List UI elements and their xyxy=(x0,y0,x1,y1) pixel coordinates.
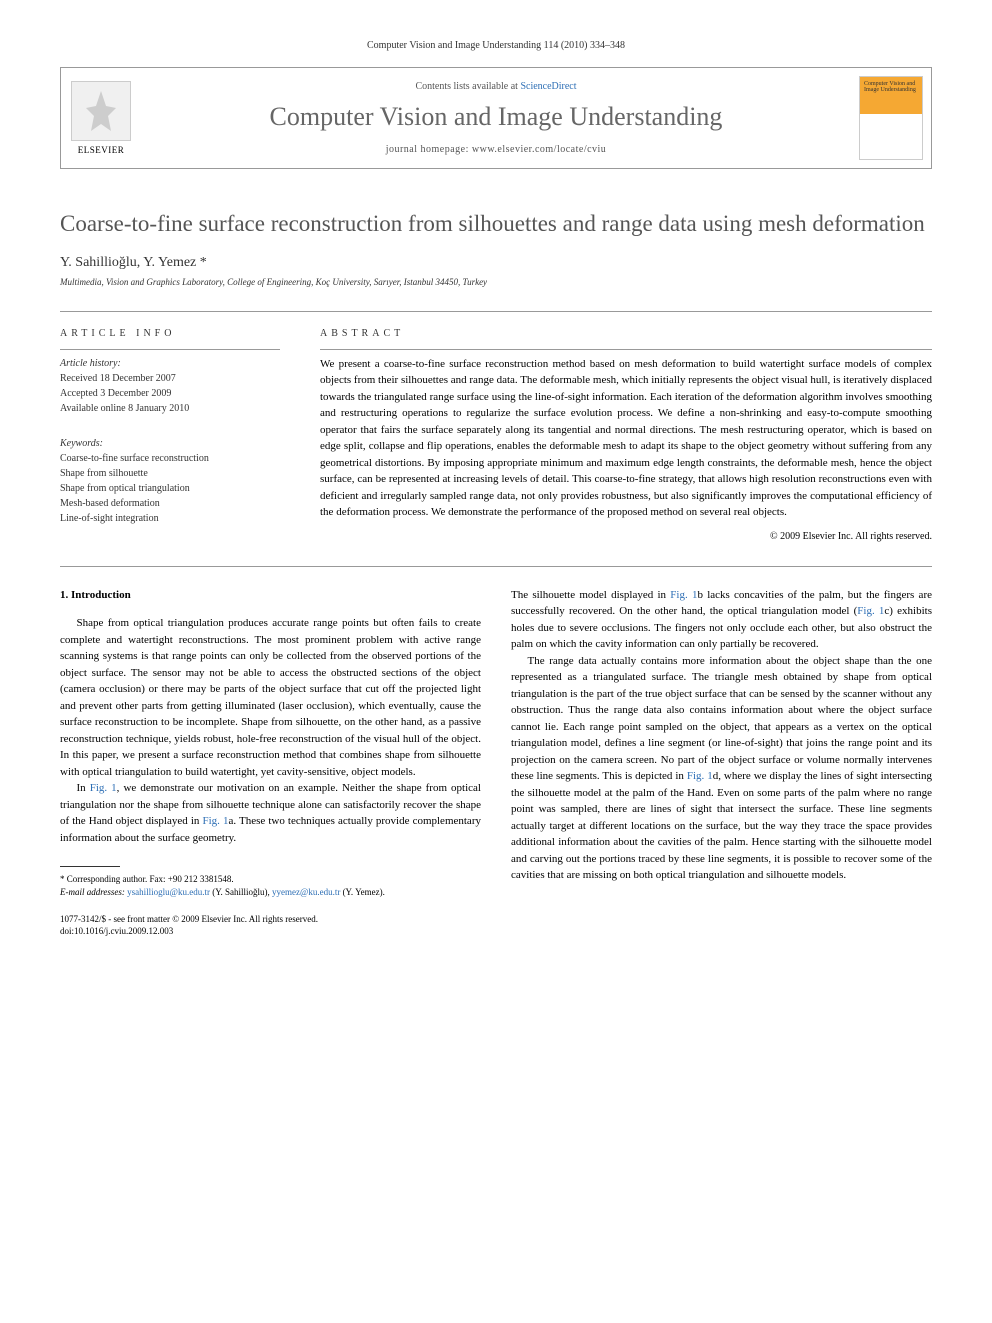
elsevier-tree-icon xyxy=(71,81,131,141)
keyword: Shape from silhouette xyxy=(60,466,280,481)
contents-available-line: Contents lists available at ScienceDirec… xyxy=(153,81,839,92)
article-info-head: ARTICLE INFO xyxy=(60,328,280,339)
email-link[interactable]: ysahillioglu@ku.edu.tr xyxy=(127,887,210,897)
journal-homepage: journal homepage: www.elsevier.com/locat… xyxy=(153,144,839,155)
history-accepted: Accepted 3 December 2009 xyxy=(60,386,280,401)
keyword: Line-of-sight integration xyxy=(60,511,280,526)
column-left: 1. Introduction Shape from optical trian… xyxy=(60,587,481,938)
article-history: Article history: Received 18 December 20… xyxy=(60,349,280,416)
history-received: Received 18 December 2007 xyxy=(60,371,280,386)
history-label: Article history: xyxy=(60,356,280,371)
homepage-prefix: journal homepage: xyxy=(386,144,472,155)
intro-para-4: The range data actually contains more in… xyxy=(511,653,932,884)
contents-prefix: Contents lists available at xyxy=(415,81,520,92)
publisher-name: ELSEVIER xyxy=(78,145,125,155)
fig-ref[interactable]: Fig. 1 xyxy=(857,605,884,617)
running-head: Computer Vision and Image Understanding … xyxy=(60,40,932,51)
doi-line: doi:10.1016/j.cviu.2009.12.003 xyxy=(60,925,481,938)
email-label: E-mail addresses: xyxy=(60,887,127,897)
intro-para-2: In Fig. 1, we demonstrate our motivation… xyxy=(60,780,481,846)
footnote-separator xyxy=(60,866,120,867)
abstract-head: ABSTRACT xyxy=(320,328,932,339)
fig-ref[interactable]: Fig. 1 xyxy=(90,782,117,794)
intro-para-3: The silhouette model displayed in Fig. 1… xyxy=(511,587,932,653)
fig-ref[interactable]: Fig. 1 xyxy=(202,815,228,827)
journal-header: ELSEVIER Contents lists available at Sci… xyxy=(60,67,932,169)
keyword: Shape from optical triangulation xyxy=(60,481,280,496)
authors: Y. Sahillioğlu, Y. Yemez * xyxy=(60,255,932,271)
keywords-label: Keywords: xyxy=(60,436,280,451)
keywords-block: Keywords: Coarse-to-fine surface reconst… xyxy=(60,430,280,526)
journal-title: Computer Vision and Image Understanding xyxy=(153,102,839,132)
keyword: Coarse-to-fine surface reconstruction xyxy=(60,451,280,466)
article-title: Coarse-to-fine surface reconstruction fr… xyxy=(60,209,932,239)
doi-block: 1077-3142/$ - see front matter © 2009 El… xyxy=(60,913,481,938)
corresponding-author-footnote: * Corresponding author. Fax: +90 212 338… xyxy=(60,873,481,886)
abstract-text: We present a coarse-to-fine surface reco… xyxy=(320,349,932,521)
affiliation: Multimedia, Vision and Graphics Laborato… xyxy=(60,277,932,287)
email-link[interactable]: yyemez@ku.edu.tr xyxy=(272,887,340,897)
fig-ref[interactable]: Fig. 1 xyxy=(670,589,697,601)
history-online: Available online 8 January 2010 xyxy=(60,401,280,416)
copyright-line: © 2009 Elsevier Inc. All rights reserved… xyxy=(320,531,932,542)
email-footnote: E-mail addresses: ysahillioglu@ku.edu.tr… xyxy=(60,886,481,899)
fig-ref[interactable]: Fig. 1 xyxy=(687,770,713,782)
journal-cover: Computer Vision and Image Understanding xyxy=(851,68,931,168)
sciencedirect-link[interactable]: ScienceDirect xyxy=(520,81,576,92)
publisher-logo: ELSEVIER xyxy=(61,68,141,168)
front-matter-line: 1077-3142/$ - see front matter © 2009 El… xyxy=(60,913,481,926)
keyword: Mesh-based deformation xyxy=(60,496,280,511)
intro-para-1: Shape from optical triangulation produce… xyxy=(60,615,481,780)
homepage-url[interactable]: www.elsevier.com/locate/cviu xyxy=(472,144,606,155)
section-1-head: 1. Introduction xyxy=(60,587,481,604)
cover-thumbnail-icon: Computer Vision and Image Understanding xyxy=(859,76,923,160)
column-right: The silhouette model displayed in Fig. 1… xyxy=(511,587,932,938)
